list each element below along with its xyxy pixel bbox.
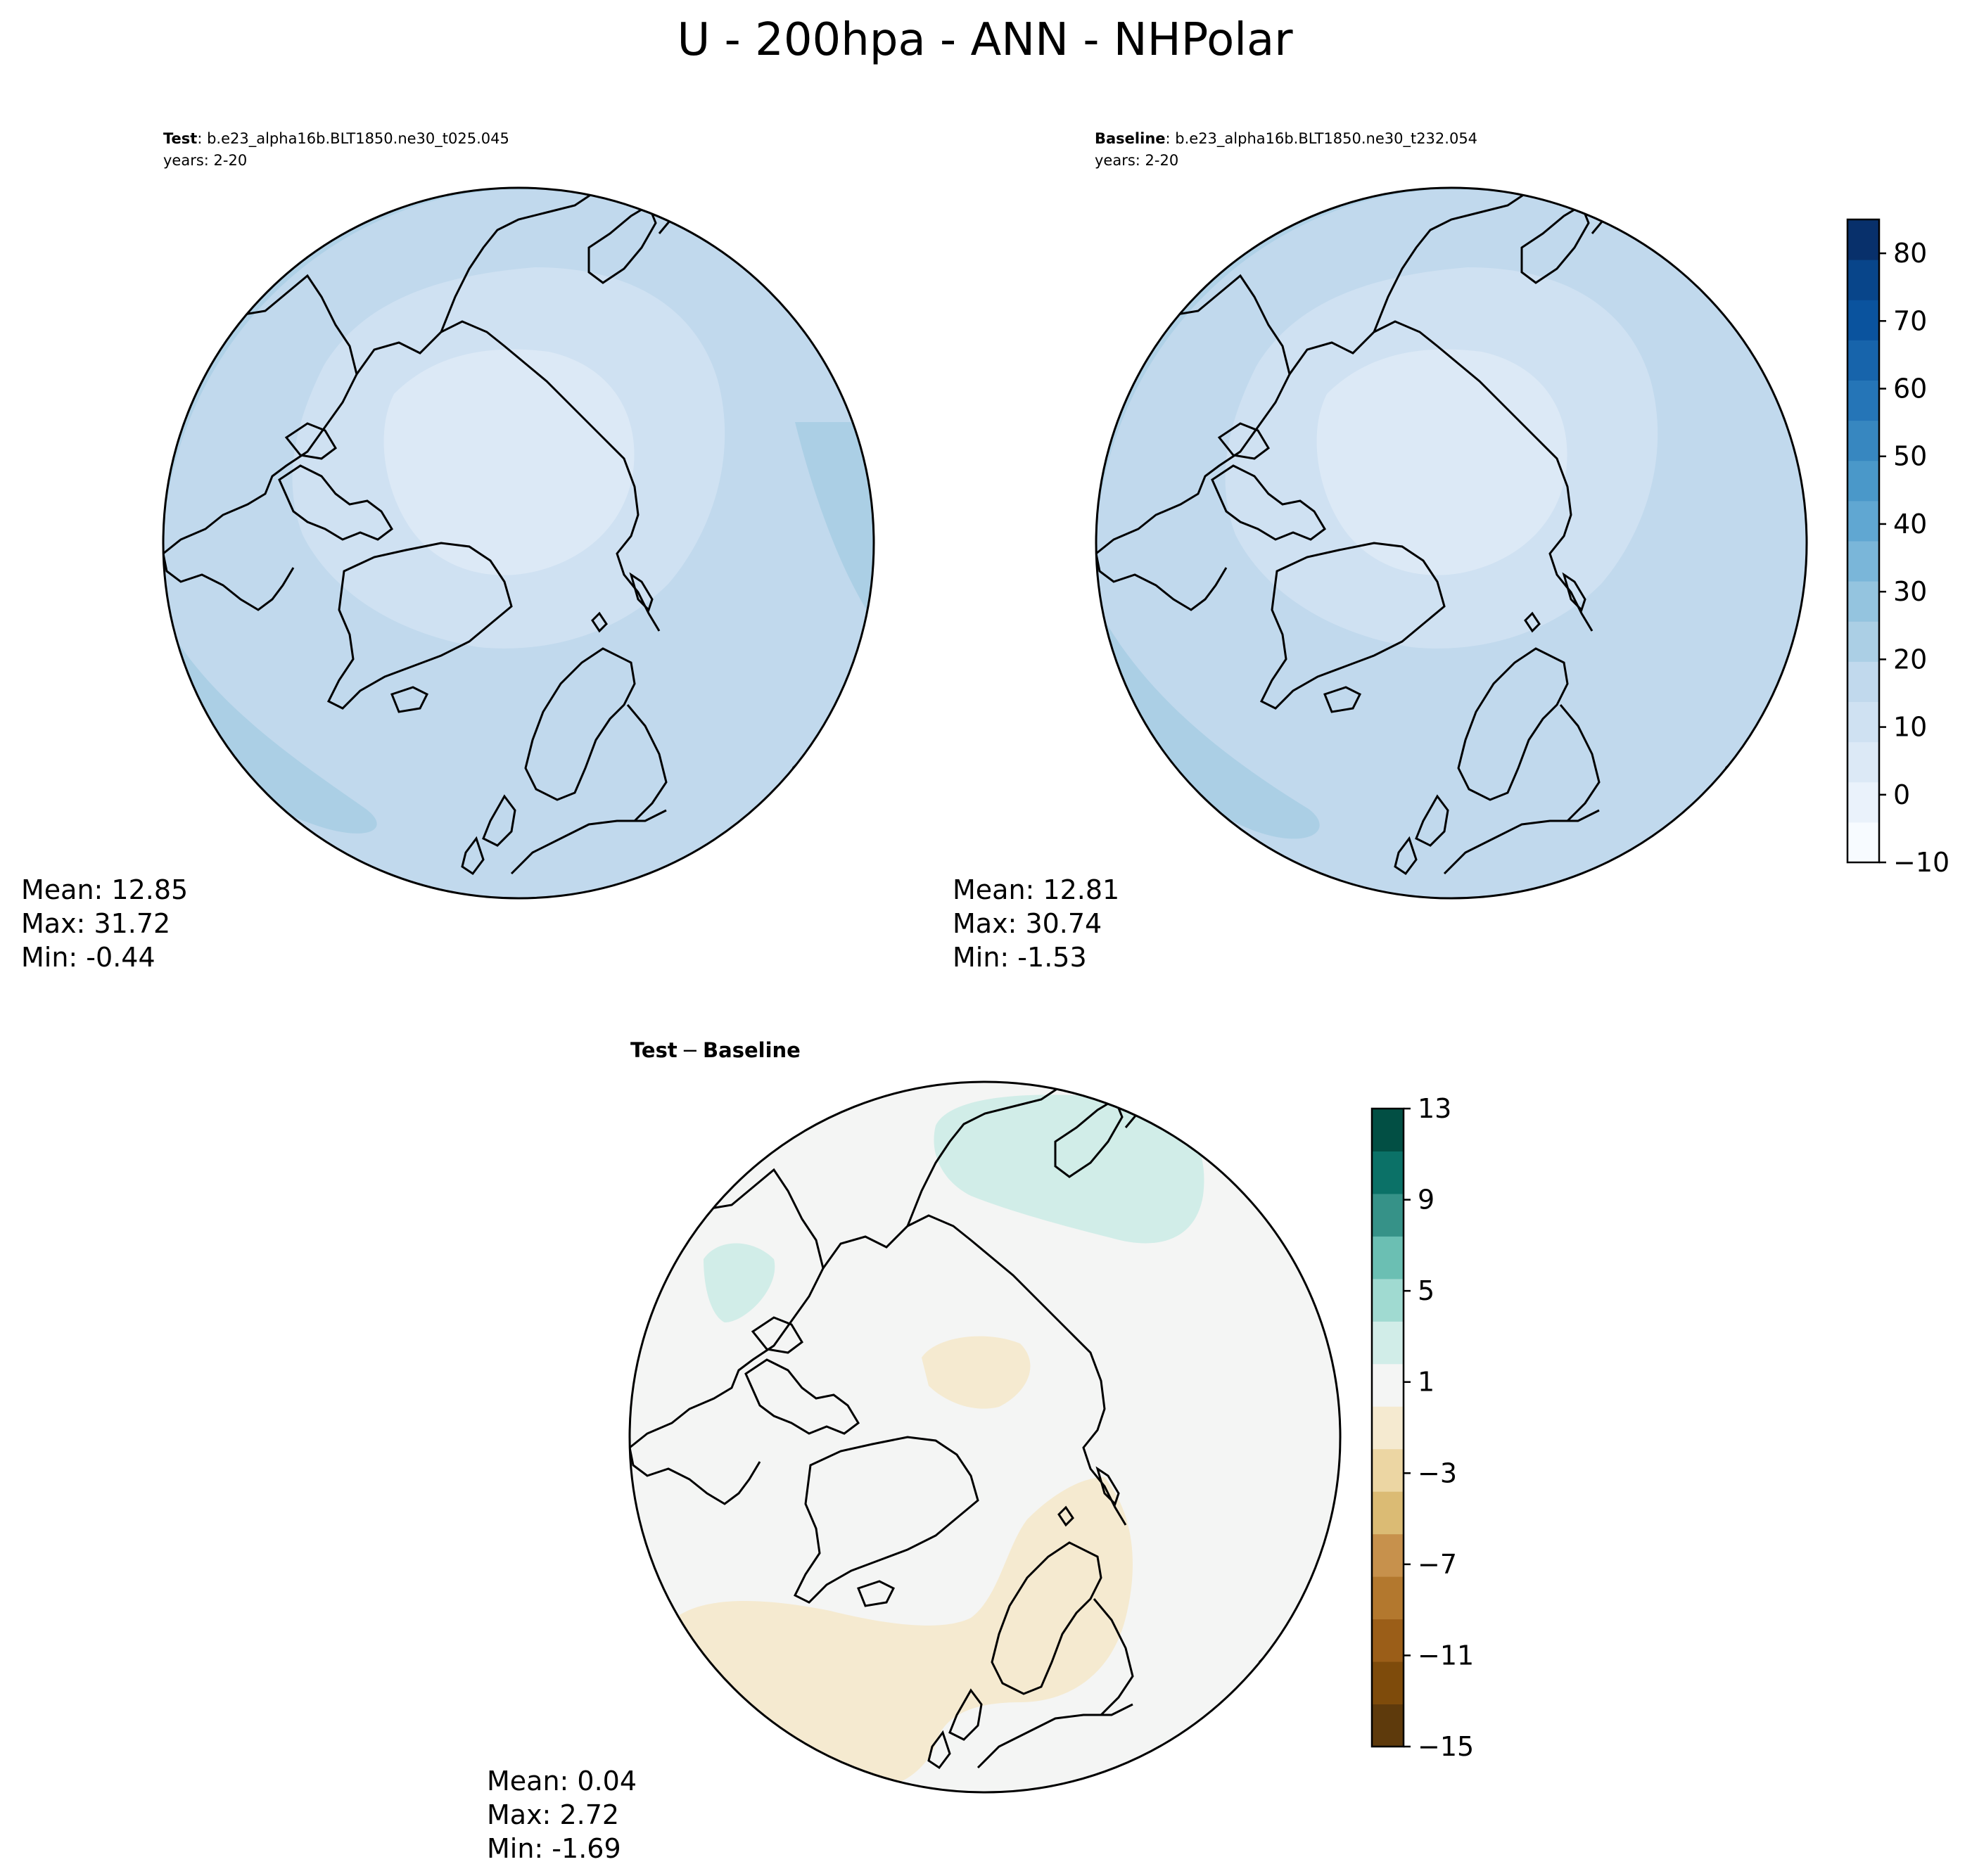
colorbar-segment <box>1847 581 1879 622</box>
colorbar-segment <box>1372 1619 1404 1662</box>
colorbar-segment <box>1847 822 1879 863</box>
colorbar-tick-label: −15 <box>1418 1731 1474 1762</box>
diff-label-baseline: Baseline <box>703 1038 801 1062</box>
colorbar-tick-label: 70 <box>1893 305 1927 336</box>
test-min: Min: -0.44 <box>21 942 155 973</box>
diff-colorbar-frame <box>1370 1107 1405 1748</box>
colorbar-segment <box>1372 1661 1404 1705</box>
colorbar-segment <box>1372 1278 1404 1322</box>
colorbar-tick-label: −7 <box>1418 1549 1457 1580</box>
colorbar-segment <box>1372 1448 1404 1492</box>
colorbar-tick-label: 13 <box>1418 1093 1451 1124</box>
diff-mean: Mean: 0.04 <box>487 1766 637 1797</box>
diff-label-test: Test <box>630 1038 678 1062</box>
colorbar-segment <box>1372 1704 1404 1747</box>
main-colorbar: −10 0 10 20 30 40 50 60 70 80 <box>1846 218 1949 878</box>
colorbar-segment <box>1372 1533 1404 1577</box>
baseline-panel-label: Baseline: b.e23_alpha16b.BLT1850.ne30_t2… <box>1095 130 1477 148</box>
colorbar-segment <box>1847 300 1879 340</box>
main-colorbar-segments <box>1847 219 1879 863</box>
colorbar-tick-label: −3 <box>1418 1457 1457 1488</box>
colorbar-segment <box>1372 1321 1404 1365</box>
colorbar-segment <box>1847 260 1879 300</box>
figure-title: U - 200hpa - ANN - NHPolar <box>677 14 1293 66</box>
colorbar-tick-label: 9 <box>1418 1185 1435 1215</box>
main-colorbar-frame <box>1846 218 1881 864</box>
test-panel-label: Test: b.e23_alpha16b.BLT1850.ne30_t025.0… <box>163 130 509 148</box>
colorbar-tick-label: 80 <box>1893 238 1927 269</box>
colorbar-segment <box>1847 621 1879 662</box>
diff-colorbar-ticks: −15 −11 −7 −3 1 5 9 13 <box>1404 1093 1474 1762</box>
baseline-map-border <box>1095 186 1808 900</box>
diff-max: Max: 2.72 <box>487 1799 619 1830</box>
colorbar-tick-label: −10 <box>1893 847 1949 878</box>
colorbar-segment <box>1847 380 1879 421</box>
colorbar-segment <box>1372 1151 1404 1194</box>
colorbar-tick-label: 0 <box>1893 779 1910 810</box>
colorbar-tick-label: 40 <box>1893 509 1927 540</box>
colorbar-tick-label: −11 <box>1418 1640 1474 1671</box>
baseline-label-rest: : b.e23_alpha16b.BLT1850.ne30_t232.054 <box>1166 130 1478 148</box>
diff-panel-label: Test − Baseline <box>630 1038 801 1062</box>
baseline-min: Min: -1.53 <box>953 942 1087 973</box>
test-panel: Test: b.e23_alpha16b.BLT1850.ne30_t025.0… <box>21 130 875 973</box>
colorbar-segment <box>1372 1576 1404 1620</box>
baseline-max: Max: 30.74 <box>953 908 1102 939</box>
test-years: years: 2-20 <box>163 152 247 169</box>
colorbar-tick-label: 50 <box>1893 441 1927 472</box>
colorbar-tick-label: 60 <box>1893 374 1927 404</box>
colorbar-segment <box>1847 701 1879 743</box>
diff-colorbar: −15 −11 −7 −3 1 5 9 13 <box>1370 1093 1474 1762</box>
colorbar-segment <box>1372 1109 1404 1151</box>
test-label-bold: Test <box>163 130 197 147</box>
colorbar-segment <box>1847 460 1879 502</box>
diff-label-sep: − <box>682 1038 699 1062</box>
test-mean: Mean: 12.85 <box>21 874 188 905</box>
baseline-years: years: 2-20 <box>1095 152 1178 169</box>
colorbar-tick-label: 20 <box>1893 644 1927 675</box>
colorbar-segment <box>1847 500 1879 542</box>
colorbar-segment <box>1847 340 1879 381</box>
colorbar-tick-label: 5 <box>1418 1275 1435 1306</box>
colorbar-tick-label: 10 <box>1893 712 1927 743</box>
baseline-mean: Mean: 12.81 <box>953 874 1119 905</box>
test-map <box>163 188 874 898</box>
test-label-rest: : b.e23_alpha16b.BLT1850.ne30_t025.045 <box>197 130 509 148</box>
colorbar-segment <box>1847 661 1879 702</box>
diff-map <box>630 1082 1340 1792</box>
colorbar-segment <box>1847 541 1879 582</box>
colorbar-segment <box>1847 219 1879 260</box>
colorbar-segment <box>1372 1363 1404 1407</box>
colorbar-segment <box>1847 420 1879 461</box>
test-max: Max: 31.72 <box>21 908 170 939</box>
baseline-label-bold: Baseline <box>1095 130 1166 147</box>
colorbar-segment <box>1847 781 1879 823</box>
baseline-panel: Baseline: b.e23_alpha16b.BLT1850.ne30_t2… <box>953 130 1808 973</box>
colorbar-segment <box>1372 1491 1404 1535</box>
colorbar-segment <box>1372 1193 1404 1237</box>
diff-colorbar-segments <box>1372 1109 1404 1747</box>
colorbar-segment <box>1372 1236 1404 1280</box>
diff-map-border <box>628 1080 1342 1794</box>
colorbar-tick-label: 1 <box>1418 1367 1435 1398</box>
diff-panel: Test − Baseline Mean: 0.04 Max: 2.72 Min: … <box>487 1038 1342 1864</box>
main-colorbar-ticks: −10 0 10 20 30 40 50 60 70 80 <box>1879 238 1949 878</box>
test-map-border <box>162 186 875 900</box>
diff-min: Min: -1.69 <box>487 1833 621 1864</box>
colorbar-tick-label: 30 <box>1893 576 1927 607</box>
baseline-map <box>1096 188 1807 898</box>
colorbar-segment <box>1372 1406 1404 1450</box>
colorbar-segment <box>1847 741 1879 783</box>
